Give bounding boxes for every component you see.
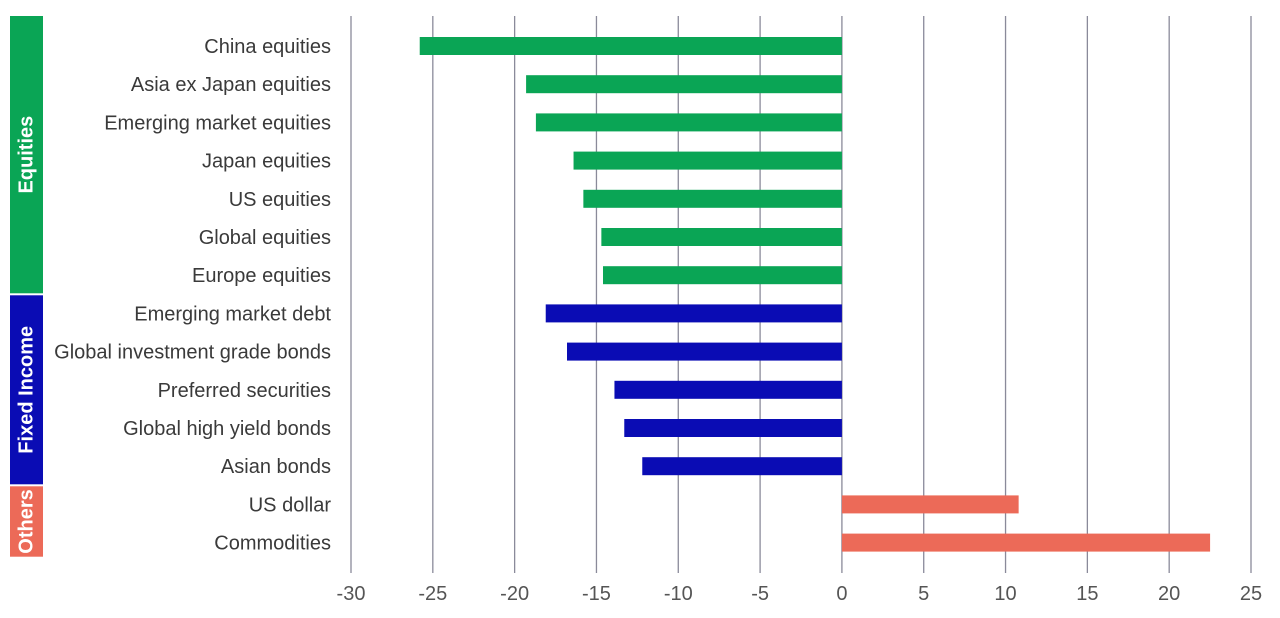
- x-tick-label: 10: [994, 583, 1016, 605]
- x-tick-label: -25: [418, 583, 447, 605]
- category-labels: China equities Asia ex Japan equities Emer…: [54, 36, 331, 555]
- category-label: Asian bonds: [221, 456, 331, 478]
- group-label: Others: [16, 489, 38, 553]
- group-band: [10, 486, 43, 557]
- bars: [419, 37, 1211, 552]
- x-tick-label: 0: [836, 583, 847, 605]
- category-label: China equities: [204, 36, 331, 58]
- group-band: [10, 16, 43, 294]
- category-label: Emerging market debt: [134, 303, 331, 325]
- category-label: Commodities: [214, 533, 331, 555]
- category-label: Emerging market equities: [104, 112, 331, 134]
- bar: [603, 266, 842, 285]
- bar: [567, 342, 842, 361]
- category-label: Asia ex Japan equities: [131, 74, 331, 96]
- bar: [601, 228, 842, 246]
- bar: [614, 380, 842, 399]
- category-label: Europe equities: [192, 265, 331, 287]
- bar: [419, 37, 842, 55]
- bar: [573, 151, 842, 170]
- group-bands: Equities Fixed Income Others: [10, 16, 43, 557]
- bar: [841, 533, 1211, 552]
- x-axis-tick-labels: -30 -25 -20 -15 -10 -5 0 5 10 15 20 25: [337, 583, 1263, 605]
- category-label: Preferred securities: [158, 380, 331, 402]
- category-label: Japan equities: [202, 151, 331, 173]
- bar: [545, 304, 842, 323]
- category-label: Global investment grade bonds: [54, 342, 331, 364]
- x-tick-label: -30: [337, 583, 366, 605]
- category-label: US dollar: [249, 494, 332, 516]
- group-label: Fixed Income: [16, 326, 38, 454]
- x-tick-label: 15: [1076, 583, 1098, 605]
- bar: [535, 113, 842, 132]
- group-band: [10, 295, 43, 485]
- x-tick-label: -5: [751, 583, 769, 605]
- x-tick-label: -15: [582, 583, 611, 605]
- x-tick-label: -20: [500, 583, 529, 605]
- category-label: US equities: [229, 189, 331, 211]
- x-tick-label: 5: [918, 583, 929, 605]
- x-tick-label: -10: [664, 583, 693, 605]
- group-label: Equities: [16, 116, 38, 194]
- category-label: Global equities: [199, 227, 331, 249]
- grid-lines: [350, 16, 1252, 573]
- bar: [583, 189, 842, 208]
- category-label: Global high yield bonds: [123, 418, 331, 440]
- x-tick-label: 20: [1158, 583, 1180, 605]
- x-tick-label: 25: [1240, 583, 1262, 605]
- bar: [642, 457, 842, 476]
- bar: [841, 495, 1019, 514]
- bar: [526, 75, 842, 94]
- bar: [624, 419, 842, 437]
